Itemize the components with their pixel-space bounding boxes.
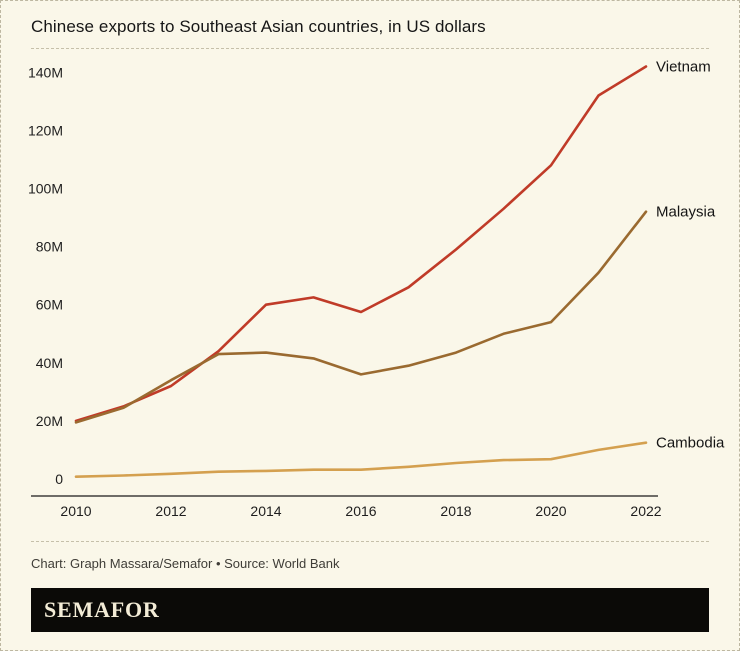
y-tick-label: 20M bbox=[36, 413, 63, 429]
series-label-cambodia: Cambodia bbox=[656, 435, 725, 452]
x-tick-label: 2022 bbox=[630, 503, 661, 519]
top-separator bbox=[31, 48, 709, 49]
logo-bar: SEMAFOR bbox=[31, 588, 709, 632]
x-tick-label: 2018 bbox=[440, 503, 471, 519]
chart-area: 0 20M 40M 60M 80M 100M 120M 140M 2010 2012 2014 201… bbox=[1, 49, 739, 527]
y-tick-label: 120M bbox=[28, 122, 63, 138]
y-tick-label: 60M bbox=[36, 297, 63, 313]
line-chart: 0 20M 40M 60M 80M 100M 120M 140M 2010 2012 2014 201… bbox=[28, 59, 725, 520]
y-tick-label: 100M bbox=[28, 181, 63, 197]
chart-title: Chinese exports to Southeast Asian count… bbox=[31, 17, 486, 36]
y-tick-label: 140M bbox=[28, 64, 63, 80]
series-label-malaysia: Malaysia bbox=[656, 204, 716, 221]
y-tick-label: 80M bbox=[36, 239, 63, 255]
x-tick-label: 2012 bbox=[155, 503, 186, 519]
y-tick-label: 40M bbox=[36, 355, 63, 371]
series-label-vietnam: Vietnam bbox=[656, 59, 711, 76]
x-tick-label: 2016 bbox=[345, 503, 376, 519]
series-line-cambodia bbox=[74, 441, 648, 479]
x-tick-label: 2014 bbox=[250, 503, 281, 519]
x-tick-label: 2020 bbox=[535, 503, 566, 519]
series-line-malaysia bbox=[74, 210, 648, 424]
x-tick-label: 2010 bbox=[60, 503, 91, 519]
y-tick-label: 0 bbox=[55, 471, 63, 487]
bottom-separator bbox=[31, 541, 709, 542]
series-line-vietnam bbox=[74, 65, 648, 423]
semafor-logo: SEMAFOR bbox=[44, 597, 160, 622]
chart-credit: Chart: Graph Massara/Semafor • Source: W… bbox=[31, 556, 340, 571]
